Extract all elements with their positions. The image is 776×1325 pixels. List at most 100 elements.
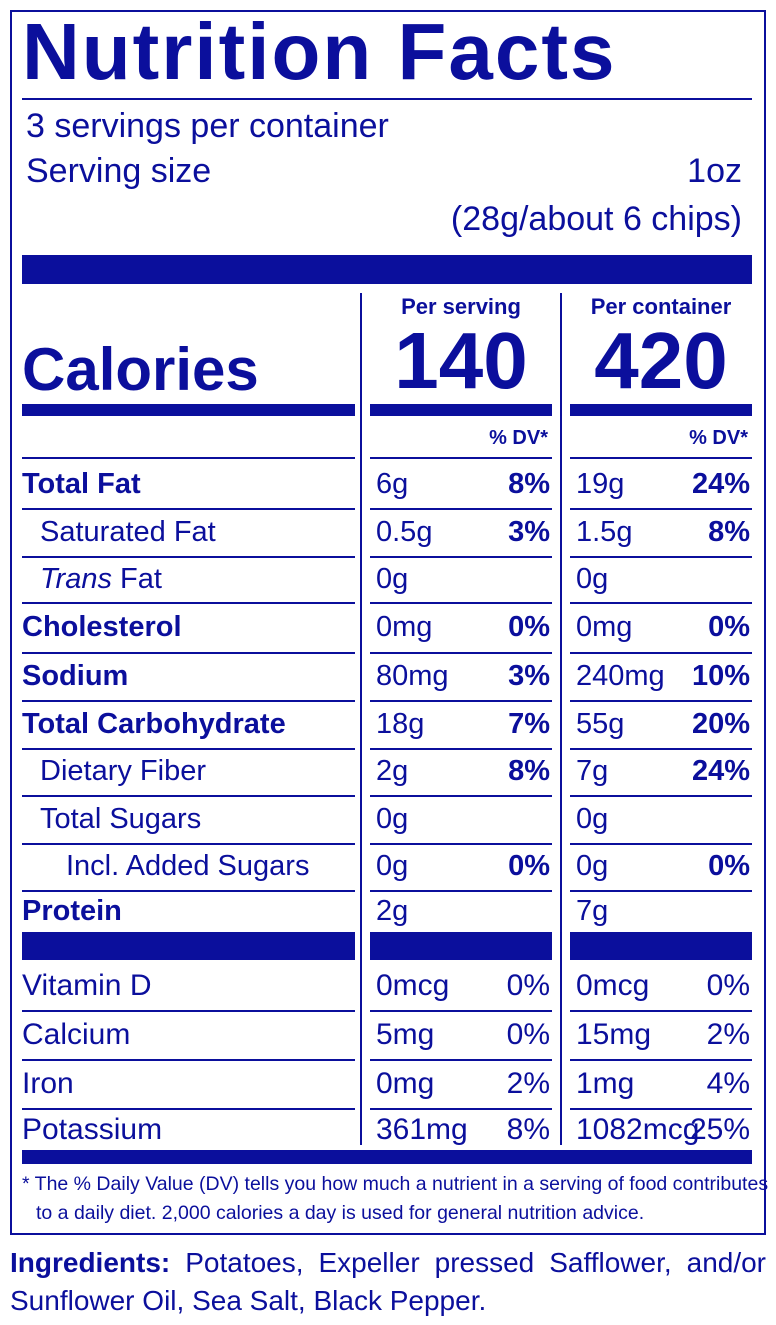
amount: 80mg (376, 660, 449, 692)
daily-value: 8% (708, 516, 750, 548)
row-rule (22, 508, 355, 510)
row-rule (22, 602, 355, 604)
daily-value: 3% (508, 660, 550, 692)
amount: 0mcg (576, 969, 650, 1002)
row-rule (370, 890, 552, 892)
amount: 5mg (376, 1018, 435, 1051)
amount: 0g (376, 803, 409, 835)
thick-bar (22, 255, 752, 284)
calories-rule (570, 404, 752, 416)
amount: 0g (576, 850, 609, 882)
amount: 1082mcg (576, 1113, 700, 1146)
daily-value: 0% (708, 611, 750, 643)
row-rule (370, 457, 552, 459)
nutrient-name-text: Total Fat (22, 468, 141, 500)
column-divider (360, 293, 362, 1145)
row-rule (22, 795, 355, 797)
nutrient-name: Total Fat (22, 460, 141, 508)
nutrient-name-text: Cholesterol (22, 611, 182, 643)
title: Nutrition Facts (22, 7, 617, 96)
daily-value: 0% (508, 611, 550, 643)
amount: 0g (376, 563, 409, 595)
row-rule (570, 602, 752, 604)
amount: 361mg (376, 1113, 468, 1146)
daily-value: 4% (706, 1067, 750, 1100)
row-rule (570, 890, 752, 892)
row-rule (570, 457, 752, 459)
thick-bar (370, 932, 552, 960)
thick-bar (570, 932, 752, 960)
dv-header: % DV* (489, 427, 548, 449)
nutrient-name-text: Total Sugars (40, 803, 202, 835)
nutrient-name-text: Iron (22, 1067, 74, 1100)
row-rule (570, 700, 752, 702)
title-rule (22, 98, 752, 100)
dv-header: % DV* (689, 427, 748, 449)
label-border (10, 10, 766, 1235)
amount: 0mg (376, 1067, 435, 1100)
amount: 7g (576, 895, 609, 927)
daily-value: 24% (691, 468, 750, 500)
column-divider (560, 293, 562, 1145)
row-rule (22, 556, 355, 558)
row-rule (370, 602, 552, 604)
nutrient-name: Sodium (22, 652, 128, 700)
row-rule (22, 1010, 355, 1012)
nutrient-name-text: Fat (120, 563, 162, 595)
calories-rule (370, 404, 552, 416)
nutrient-name: Potassium (22, 1108, 162, 1152)
daily-value: 20% (691, 708, 750, 740)
amount: 2g (376, 895, 409, 927)
serving-size: 1oz (687, 152, 742, 190)
row-rule (22, 457, 355, 459)
daily-value: 7% (508, 708, 550, 740)
row-rule (570, 748, 752, 750)
row-rule (570, 795, 752, 797)
nutrient-name-text: Saturated Fat (40, 516, 216, 548)
row-rule (370, 700, 552, 702)
nutrient-name-text: Dietary Fiber (40, 755, 206, 787)
row-rule (22, 843, 355, 845)
amount: 0mcg (376, 969, 450, 1002)
nutrient-name: Trans Fat (40, 556, 162, 602)
nutrient-name-text: Total Carbohydrate (22, 708, 286, 740)
amount: 55g (576, 708, 625, 740)
amount: 240mg (576, 660, 665, 692)
nutrient-name: Protein (22, 890, 122, 932)
row-rule (370, 1108, 552, 1110)
thick-bar (22, 1150, 752, 1164)
nutrient-name: Incl. Added Sugars (66, 843, 309, 890)
row-rule (22, 1108, 355, 1110)
amount: 0.5g (376, 516, 433, 548)
row-rule (22, 890, 355, 892)
amount: 7g (576, 755, 609, 787)
column-header: Per serving (401, 294, 521, 319)
nutrient-name: Saturated Fat (40, 508, 216, 556)
daily-value: 8% (506, 1113, 550, 1146)
nutrient-name: Cholesterol (22, 602, 182, 652)
row-rule (370, 1010, 552, 1012)
calories-label: Calories (22, 336, 259, 403)
serving-size-label: Serving size (26, 152, 212, 190)
calories-value: 420 (594, 316, 728, 405)
nutrient-name: Calcium (22, 1010, 130, 1059)
daily-value: 25% (689, 1113, 750, 1146)
nutrient-name: Iron (22, 1059, 74, 1108)
daily-value: 0% (508, 850, 550, 882)
row-rule (22, 748, 355, 750)
amount: 19g (576, 468, 625, 500)
ingredients: Ingredients: Potatoes, Expeller pressed … (10, 1244, 766, 1320)
row-rule (570, 508, 752, 510)
amount: 1mg (576, 1067, 635, 1100)
calories-value: 140 (394, 316, 528, 405)
row-rule (370, 652, 552, 654)
daily-value: 0% (706, 969, 750, 1002)
amount: 15mg (576, 1018, 652, 1051)
daily-value: 0% (708, 850, 750, 882)
amount: 18g (376, 708, 425, 740)
row-rule (570, 1059, 752, 1061)
amount: 0g (576, 563, 609, 595)
amount: 0mg (376, 611, 433, 643)
daily-value: 2% (506, 1067, 550, 1100)
